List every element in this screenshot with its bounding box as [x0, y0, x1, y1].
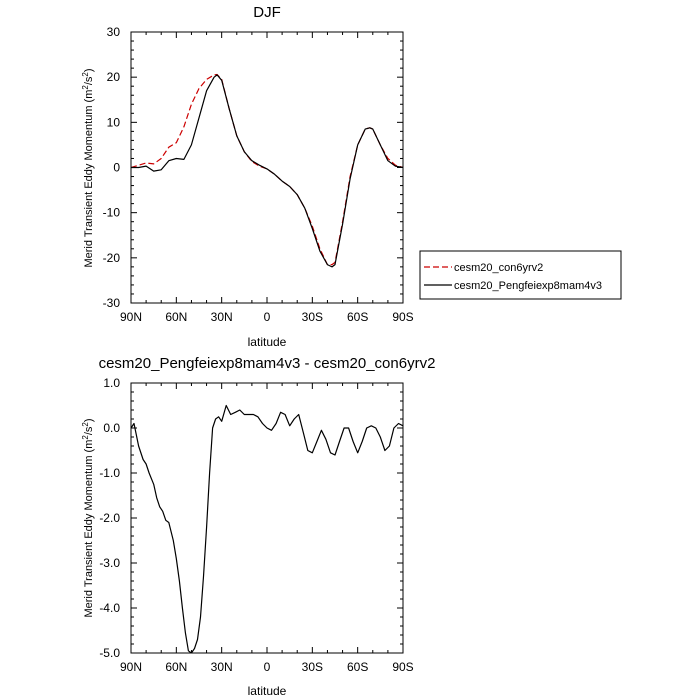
top-chart-xtick-label: 60S: [347, 310, 368, 324]
top-chart-ytick-label: 0: [113, 161, 120, 175]
top-chart-ytick-label: 20: [107, 70, 121, 84]
top-chart-ylabel: Merid Transient Eddy Momentum (m2/s2): [81, 68, 96, 267]
top-chart-xlabel: latitude: [248, 335, 287, 349]
bottom-chart-xtick-label: 60S: [347, 660, 368, 674]
top-chart-ytick-label: 30: [107, 25, 121, 39]
top-chart-xtick-label: 30S: [302, 310, 323, 324]
top-chart-panel: DJF Merid Transient Eddy Momentum (m2/s2…: [81, 4, 414, 349]
top-chart-xtick-label: 30N: [211, 310, 233, 324]
top-chart-xtick-label: 90S: [392, 310, 413, 324]
bottom-chart-ytick-label: -5.0: [99, 646, 120, 660]
bottom-chart-ytick-label: -4.0: [99, 601, 120, 615]
top-chart-ytick-label: -10: [103, 206, 121, 220]
bottom-chart-panel: cesm20_Pengfeiexp8mam4v3 - cesm20_con6yr…: [81, 355, 436, 698]
legend-label-experiment: cesm20_Pengfeiexp8mam4v3: [454, 280, 602, 292]
bottom-chart-ytick-label: -2.0: [99, 511, 120, 525]
bottom-chart-xtick-label: 90S: [392, 660, 413, 674]
top-chart-xtick-label: 60N: [165, 310, 187, 324]
bottom-chart-series-group: [131, 404, 403, 653]
bottom-chart-ylabel: Merid Transient Eddy Momentum (m2/s2): [81, 418, 96, 617]
top-chart-title: DJF: [253, 4, 281, 21]
bottom-chart-xtick-label: 60N: [165, 660, 187, 674]
top-chart-series-group: [131, 73, 403, 268]
bottom-chart-ytick-label: -1.0: [99, 466, 120, 480]
legend-label-control: cesm20_con6yrv2: [454, 262, 543, 274]
bottom-chart-frame: [130, 382, 404, 654]
bottom-chart-title: cesm20_Pengfeiexp8mam4v3 - cesm20_con6yr…: [99, 355, 436, 372]
bottom-chart-xtick-label: 90N: [120, 660, 142, 674]
top-chart-legend: cesm20_con6yrv2 cesm20_Pengfeiexp8mam4v3: [419, 250, 622, 300]
top-chart-frame: [130, 31, 404, 304]
top-chart-plot-area: 90N 60N 30N 0 30S 60S 90S 30 20 10 0 -10 -20 -30: [103, 25, 414, 324]
top-chart-ytick-label: 10: [107, 115, 121, 129]
bottom-chart-series-line-0: [131, 404, 403, 653]
bottom-chart-xtick-label: 0: [264, 660, 271, 674]
top-chart-series-line-1: [131, 74, 403, 268]
top-chart-ytick-label: -30: [103, 296, 121, 310]
bottom-chart-xtick-label: 30N: [211, 660, 233, 674]
bottom-chart-ytick-label: -3.0: [99, 556, 120, 570]
bottom-chart-xtick-label: 30S: [302, 660, 323, 674]
bottom-chart-xlabel: latitude: [248, 684, 287, 698]
bottom-chart-plot-area: 90N 60N 30N 0 30S 60S 90S 1.0 0.0 -1.0 -2.0 -3.0 -4.…: [99, 376, 413, 674]
bottom-chart-ytick-label: 1.0: [103, 376, 120, 390]
legend-box: [419, 250, 622, 300]
top-chart-xtick-label: 90N: [120, 310, 142, 324]
bottom-chart-ytick-label: 0.0: [103, 421, 120, 435]
top-chart-ytick-label: -20: [103, 251, 121, 265]
top-chart-xtick-label: 0: [264, 310, 271, 324]
